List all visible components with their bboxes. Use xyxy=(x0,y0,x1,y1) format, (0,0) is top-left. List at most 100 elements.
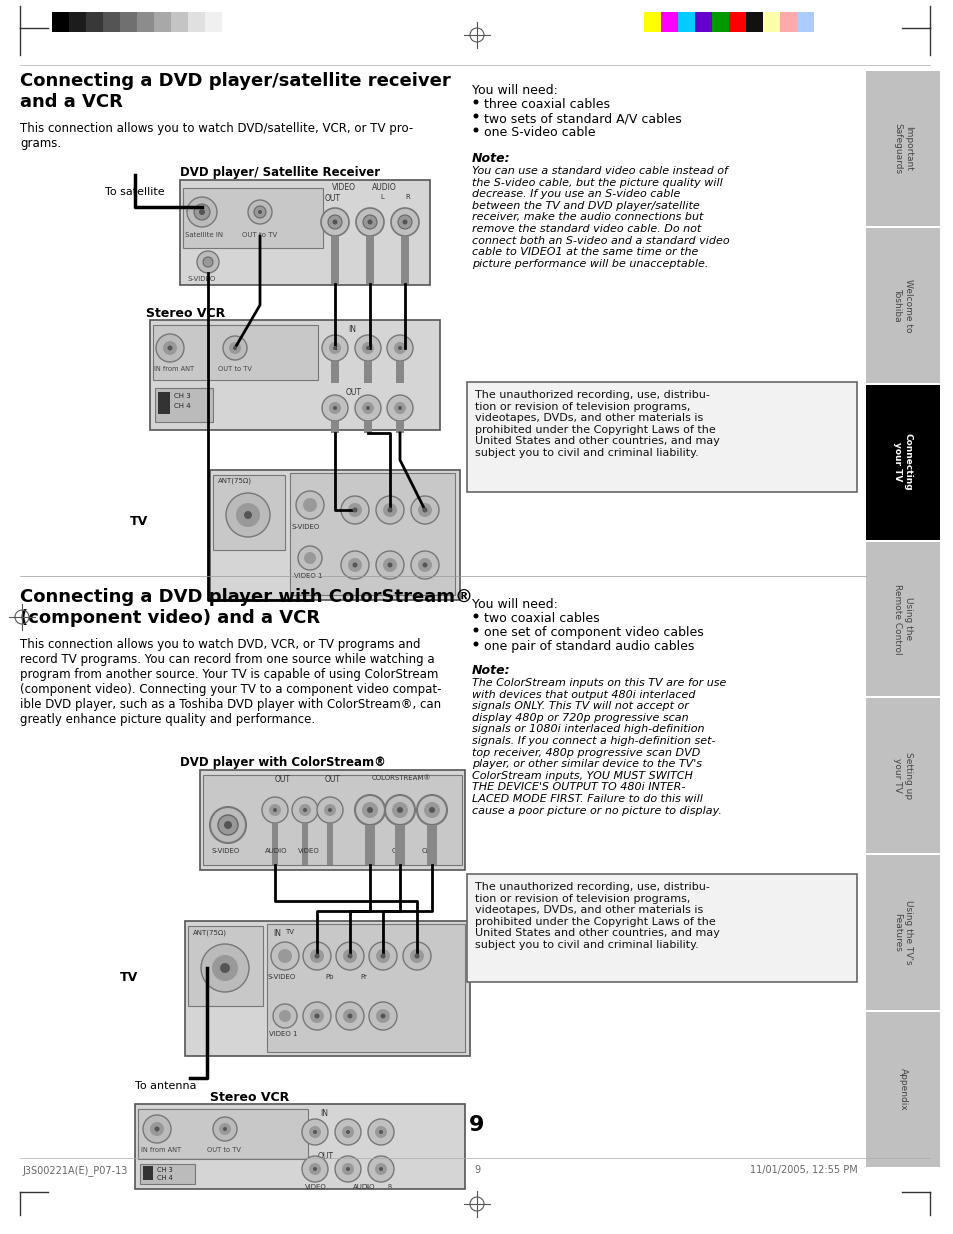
Text: one S-video cable: one S-video cable xyxy=(483,126,595,139)
Bar xyxy=(302,823,308,865)
Text: IN: IN xyxy=(319,1109,328,1118)
Bar xyxy=(400,236,409,284)
Text: OUT to TV: OUT to TV xyxy=(207,1146,240,1153)
Bar xyxy=(183,188,323,248)
Circle shape xyxy=(277,949,292,963)
Text: DVD player with ColorStream®: DVD player with ColorStream® xyxy=(180,756,385,769)
Circle shape xyxy=(314,1013,319,1018)
Circle shape xyxy=(473,127,478,132)
Circle shape xyxy=(329,342,340,354)
Bar xyxy=(331,421,338,433)
Circle shape xyxy=(397,346,401,350)
Circle shape xyxy=(380,1013,385,1018)
Text: ANT(75Ω): ANT(75Ω) xyxy=(218,478,252,485)
Bar xyxy=(158,392,170,413)
Bar xyxy=(331,236,338,284)
Circle shape xyxy=(361,802,377,818)
Circle shape xyxy=(224,821,232,829)
Circle shape xyxy=(335,1156,360,1182)
Circle shape xyxy=(369,942,396,970)
Bar xyxy=(745,12,762,32)
Bar xyxy=(188,926,263,1006)
Circle shape xyxy=(385,795,415,826)
Circle shape xyxy=(473,100,478,105)
Circle shape xyxy=(422,507,427,512)
Circle shape xyxy=(368,1156,394,1182)
Circle shape xyxy=(333,346,336,350)
Circle shape xyxy=(328,808,332,812)
Text: VIDEO 1: VIDEO 1 xyxy=(294,573,322,579)
Circle shape xyxy=(203,257,213,267)
Circle shape xyxy=(269,805,281,816)
Circle shape xyxy=(473,628,478,633)
Circle shape xyxy=(324,805,335,816)
Text: Connecting
your TV: Connecting your TV xyxy=(892,433,912,491)
Text: OUT: OUT xyxy=(346,387,361,397)
Bar xyxy=(272,823,277,865)
Circle shape xyxy=(473,114,478,118)
Circle shape xyxy=(367,807,373,813)
Text: OUT: OUT xyxy=(325,775,340,784)
Circle shape xyxy=(156,334,184,362)
Text: OUT: OUT xyxy=(317,1153,334,1161)
Circle shape xyxy=(394,402,406,413)
Text: Setting up
your TV: Setting up your TV xyxy=(892,753,912,800)
Circle shape xyxy=(218,814,237,835)
Text: S-VIDEO: S-VIDEO xyxy=(212,848,240,854)
Text: Cb: Cb xyxy=(392,848,400,854)
Bar xyxy=(865,542,939,696)
Text: Using the TV's
Features: Using the TV's Features xyxy=(892,901,912,965)
Text: one set of component video cables: one set of component video cables xyxy=(483,626,703,639)
Text: VIDEO: VIDEO xyxy=(332,183,355,193)
Circle shape xyxy=(219,1123,231,1135)
Text: VIDEO: VIDEO xyxy=(297,848,319,854)
Circle shape xyxy=(329,402,340,413)
Bar xyxy=(331,362,338,383)
Circle shape xyxy=(143,1116,171,1143)
Bar xyxy=(865,698,939,853)
Circle shape xyxy=(322,334,348,362)
Text: To antenna: To antenna xyxy=(135,1081,196,1091)
Bar xyxy=(327,823,333,865)
Circle shape xyxy=(335,942,364,970)
Circle shape xyxy=(387,563,392,568)
Circle shape xyxy=(220,963,230,972)
Circle shape xyxy=(422,563,427,568)
Circle shape xyxy=(310,949,324,963)
Text: one pair of standard audio cables: one pair of standard audio cables xyxy=(483,640,694,653)
Bar xyxy=(137,12,153,32)
Circle shape xyxy=(392,802,408,818)
Circle shape xyxy=(196,251,219,273)
Circle shape xyxy=(352,507,357,512)
Circle shape xyxy=(302,1156,328,1182)
Text: VIDEO 1: VIDEO 1 xyxy=(269,1030,297,1037)
Circle shape xyxy=(375,1009,390,1023)
Text: Stereo VCR: Stereo VCR xyxy=(146,307,225,320)
Circle shape xyxy=(352,563,357,568)
Circle shape xyxy=(340,496,369,524)
Circle shape xyxy=(201,944,249,992)
Circle shape xyxy=(375,552,403,579)
Text: To satellite: To satellite xyxy=(105,188,165,197)
Circle shape xyxy=(223,1127,227,1132)
Circle shape xyxy=(335,1002,364,1030)
Text: AUDIO: AUDIO xyxy=(372,183,396,193)
Circle shape xyxy=(397,215,412,230)
Bar xyxy=(69,12,86,32)
Text: TV: TV xyxy=(130,515,148,528)
Circle shape xyxy=(168,346,172,350)
Bar xyxy=(213,475,285,550)
Bar xyxy=(467,383,856,492)
Text: Note:: Note: xyxy=(472,152,510,165)
Text: Pb: Pb xyxy=(325,974,334,980)
Circle shape xyxy=(397,406,401,410)
Circle shape xyxy=(320,209,349,236)
Circle shape xyxy=(343,949,356,963)
Bar xyxy=(103,12,120,32)
Circle shape xyxy=(387,507,392,512)
Text: CH 4: CH 4 xyxy=(157,1175,172,1181)
Circle shape xyxy=(199,209,205,215)
Bar xyxy=(290,473,455,595)
Text: IN: IN xyxy=(273,929,281,938)
Text: 11/01/2005, 12:55 PM: 11/01/2005, 12:55 PM xyxy=(749,1165,857,1175)
